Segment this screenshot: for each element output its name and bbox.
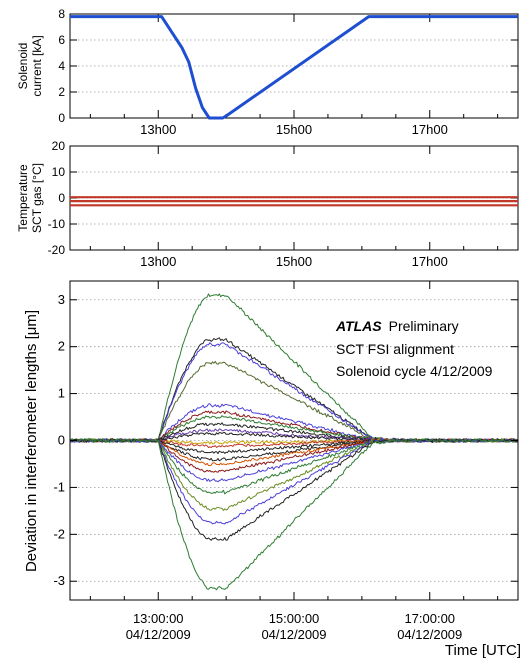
- y-tick-label: 8: [58, 7, 65, 21]
- y-tick-label: 2: [58, 85, 65, 99]
- y-tick-label: 3: [58, 292, 65, 307]
- fsi-annotation-line2: SCT FSI alignment: [336, 341, 454, 357]
- x-tick-label: 13h00: [140, 254, 176, 269]
- y-tick-label: 10: [52, 165, 66, 179]
- fsi-deviation-line: [69, 415, 519, 443]
- y-tick-label: 0: [58, 111, 65, 125]
- temperature-ylabel-line2: SCT gas [°C]: [30, 163, 44, 233]
- y-tick-label: -20: [48, 243, 66, 257]
- temperature-y-ticks: -20 -10 0 10 20: [48, 139, 518, 257]
- x-tick-label: 13h00: [140, 122, 176, 137]
- temperature-ylabel-line1: Temperature: [16, 164, 30, 232]
- fsi-xlabel: Time [UTC]: [445, 642, 521, 659]
- y-tick-label: 20: [52, 139, 66, 153]
- y-tick-label: 0: [58, 191, 65, 205]
- fsi-deviation-line: [69, 438, 519, 511]
- fsi-deviation-line: [70, 438, 519, 541]
- temperature-x-ticks: 13h00 15h00 17h00: [89, 146, 499, 269]
- fsi-deviation-line: [69, 438, 519, 467]
- y-tick-label: -10: [48, 217, 66, 231]
- solenoid-gridlines: [70, 39, 518, 93]
- y-tick-label: 4: [58, 59, 65, 73]
- x-tick-label-time: 15:00:00: [269, 611, 320, 626]
- solenoid-y-ticks: 0 2 4 6 8: [58, 7, 518, 125]
- x-tick-label: 15h00: [276, 254, 312, 269]
- fsi-annotation-line1: ATLAS Preliminary: [335, 318, 459, 334]
- y-tick-label: -1: [53, 479, 65, 494]
- panel-solenoid: 0 2 4 6 8 13h00 15h00 17h00 Solenoid current […: [16, 7, 519, 137]
- x-tick-label-time: 17:00:00: [404, 611, 455, 626]
- x-tick-label-date: 04/12/2009: [126, 627, 191, 642]
- y-tick-label: -3: [53, 573, 65, 588]
- solenoid-x-ticks: 13h00 15h00 17h00: [89, 14, 499, 137]
- solenoid-series-layer: [70, 15, 518, 120]
- fsi-deviation-line: [69, 342, 519, 443]
- annotation-preliminary: Preliminary: [389, 318, 459, 334]
- solenoid-ylabel-line1: Solenoid: [16, 43, 30, 90]
- x-tick-label-time: 13:00:00: [133, 611, 184, 626]
- fsi-annotation-line3: Solenoid cycle 4/12/2009: [336, 363, 493, 379]
- fsi-series-layer: [69, 293, 519, 591]
- fsi-deviation-line: [69, 438, 519, 483]
- solenoid-current-line: [70, 15, 518, 120]
- x-tick-label-date: 04/12/2009: [397, 627, 462, 642]
- x-tick-label: 15h00: [276, 122, 312, 137]
- fsi-annotation: ATLAS Preliminary SCT FSI alignment Solen…: [335, 318, 493, 379]
- y-tick-label: 1: [58, 386, 65, 401]
- annotation-atlas: ATLAS: [335, 318, 382, 334]
- solenoid-ylabel-line2: current [kA]: [30, 35, 44, 96]
- y-tick-label: 2: [58, 339, 65, 354]
- fsi-y-ticks: -3 -2 -1 0 1 2 3: [53, 292, 518, 588]
- y-tick-label: 6: [58, 33, 65, 47]
- x-tick-label-date: 04/12/2009: [261, 627, 326, 642]
- temperature-series-layer: [70, 196, 518, 207]
- x-tick-label: 17h00: [412, 122, 448, 137]
- x-tick-label: 17h00: [412, 254, 448, 269]
- fsi-ylabel: Deviation in interferometer lengths [μm]: [23, 310, 40, 572]
- y-tick-label: -2: [53, 526, 65, 541]
- fsi-x-ticks: 13:00:0004/12/200915:00:0004/12/200917:0…: [89, 281, 499, 642]
- fsi-deviation-line: [69, 438, 519, 591]
- y-tick-label: 0: [58, 433, 65, 448]
